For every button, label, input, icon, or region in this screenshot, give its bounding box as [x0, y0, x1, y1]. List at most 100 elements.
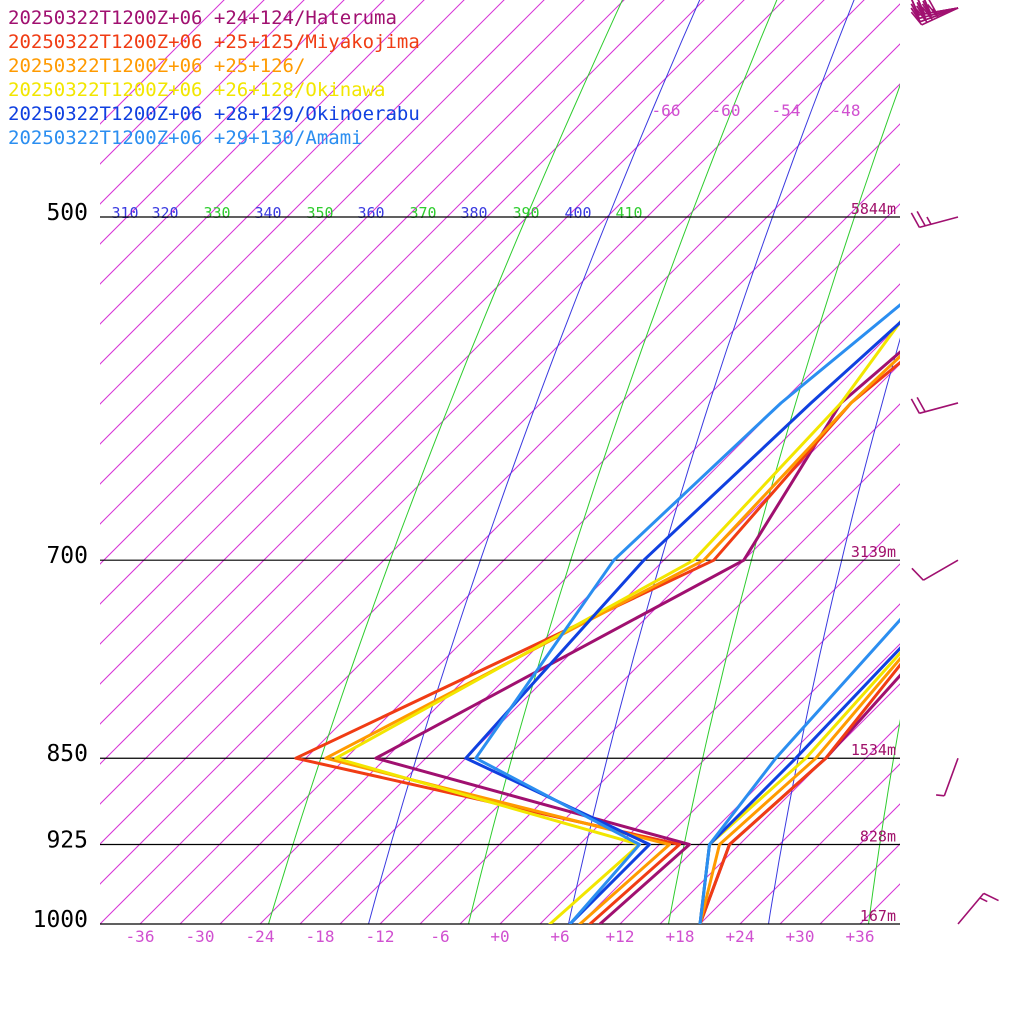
wind-barb	[957, 892, 999, 925]
isotherm-line	[219, 243, 900, 924]
temperature-tick-label: +6	[550, 927, 569, 946]
background-grid	[100, 0, 1024, 924]
height-label: 3139m	[851, 543, 896, 561]
dry-adiabat-line	[568, 0, 855, 924]
isotherm-line	[899, 923, 900, 924]
dry-adiabat-line	[368, 0, 701, 924]
temperature-tick-label: +24	[726, 927, 755, 946]
theta-label: 370	[409, 204, 436, 222]
isotherm-line	[339, 363, 900, 924]
dewpoint-profile-line	[374, 350, 900, 924]
temperature-tick-label: +30	[786, 927, 815, 946]
theta-label: 410	[615, 204, 642, 222]
temperature-tick-label: -24	[246, 927, 275, 946]
height-label: 5844m	[851, 200, 896, 218]
temperature-axis: -36 -30 -24 -18 -12 -6 +0 +6 +12 +18 +24 +30 +36	[126, 927, 875, 946]
height-label: 167m	[860, 907, 896, 925]
sounding-profiles	[294, 303, 900, 924]
dry-adiabat-line	[868, 718, 900, 924]
legend-item: 20250322T1200Z+06 +26+128/Okinawa	[8, 79, 386, 101]
pressure-label: 500	[46, 200, 88, 226]
dewpoint-profile-line	[464, 320, 900, 924]
wind-barbs	[910, 0, 999, 925]
theta-label: 390	[512, 204, 539, 222]
pressure-label: 1000	[33, 907, 88, 933]
temperature-tick-label: +0	[490, 927, 509, 946]
wind-barb	[911, 559, 959, 581]
temperature-profile-line	[698, 651, 900, 924]
isotherm-line	[100, 0, 825, 725]
isotherm-line	[100, 0, 585, 485]
isotherm-line	[259, 283, 900, 924]
temperature-tick-label: -30	[186, 927, 215, 946]
temperature-tick-label: -12	[366, 927, 395, 946]
isotherm-line	[139, 163, 900, 924]
temperature-tick-label: +12	[606, 927, 635, 946]
dry-adiabat-line	[468, 0, 778, 924]
temperature-tick-label: +36	[846, 927, 875, 946]
dewpoint-profile-line	[334, 319, 900, 924]
isotherm-top-label: -54	[772, 101, 801, 120]
pressure-label: 850	[46, 741, 88, 767]
isotherm-line	[100, 3, 900, 805]
wind-barb	[910, 396, 959, 415]
isotherm-line	[859, 883, 900, 924]
isotherm-line	[100, 123, 900, 924]
temperature-tick-label: -6	[430, 927, 449, 946]
isotherm-line	[100, 0, 705, 605]
pressure-label: 700	[46, 543, 88, 569]
temperature-tick-label: -18	[306, 927, 335, 946]
pressure-levels: 310 320 330 340 350 360 370 380 390 400 410 -66 -60 -…	[33, 101, 900, 933]
dry-adiabat-line	[668, 84, 900, 924]
temperature-profile-line	[698, 646, 900, 924]
theta-label: 340	[254, 204, 281, 222]
isotherm-line	[100, 0, 865, 765]
temperature-tick-label: -36	[126, 927, 155, 946]
isotherm-line	[539, 563, 900, 924]
wind-barb	[910, 5, 959, 23]
isotherm-line	[100, 83, 900, 885]
dry-adiabat-line	[768, 337, 900, 924]
isotherm-line	[299, 323, 900, 924]
temperature-tick-label: +18	[666, 927, 695, 946]
isotherm-top-label: -60	[712, 101, 741, 120]
wind-barb	[936, 757, 959, 797]
temperature-profile-line	[698, 662, 900, 924]
legend-item: 20250322T1200Z+06 +24+124/Hateruma	[8, 7, 397, 29]
isotherm-line	[100, 0, 625, 525]
isotherm-line	[100, 0, 785, 685]
isotherm-line	[100, 0, 665, 565]
isotherm-line	[619, 643, 900, 924]
pressure-label: 925	[46, 827, 88, 853]
isotherm-line	[419, 443, 900, 924]
isotherm-line	[779, 803, 900, 924]
temperature-profile-line	[698, 617, 900, 924]
isotherm-line	[379, 403, 900, 924]
temperature-profile-line	[698, 673, 900, 924]
legend-item: 20250322T1200Z+06 +28+129/Okinoerabu	[8, 103, 420, 125]
height-label: 828m	[860, 827, 896, 845]
theta-label: 330	[203, 204, 230, 222]
theta-label: 400	[564, 204, 591, 222]
legend-item: 20250322T1200Z+06 +25+126/	[8, 55, 305, 77]
isotherm-line	[980, 0, 1024, 924]
isotherm-line	[819, 843, 900, 924]
theta-label: 310	[111, 204, 138, 222]
legend-item: 20250322T1200Z+06 +29+130/Amami	[8, 127, 363, 149]
dewpoint-profile-line	[474, 303, 900, 924]
isotherm-line	[459, 483, 900, 924]
isotherm-line	[179, 203, 900, 924]
dry-adiabat-line	[268, 0, 623, 924]
legend: 20250322T1200Z+06 +24+124/Hateruma 202503…	[8, 7, 420, 149]
theta-label: 350	[306, 204, 333, 222]
isotherm-line	[940, 0, 1024, 924]
theta-label: 360	[357, 204, 384, 222]
height-label: 1534m	[851, 741, 896, 759]
theta-label: 320	[151, 204, 178, 222]
isotherm-top-label: -66	[652, 101, 681, 120]
theta-label: 380	[460, 204, 487, 222]
isotherm-top-label: -48	[832, 101, 861, 120]
isotherm-line	[100, 0, 745, 645]
dry-adiabat-line	[969, 0, 1024, 924]
